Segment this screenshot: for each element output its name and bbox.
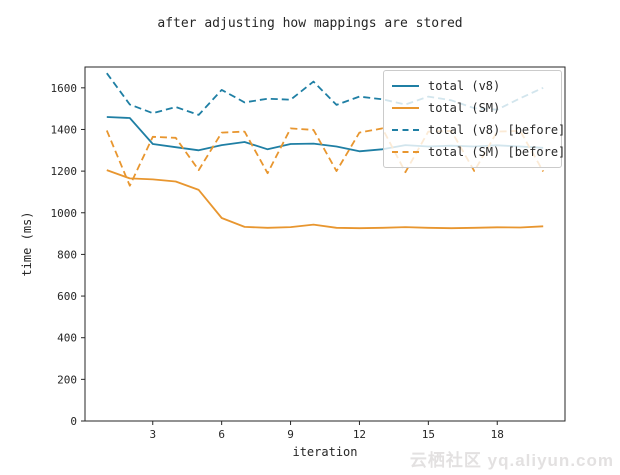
legend-label: total (SM) [428,101,501,115]
line-total-sm [106,169,544,230]
plot-border [84,66,566,422]
x-tick-label: 15 [422,428,435,441]
y-tick-label: 800 [57,248,77,261]
legend-label: total (v8) [before] [428,123,566,137]
x-tick-label: 18 [491,428,504,441]
y-tick-label: 0 [70,415,77,428]
legend-swatch-dashed-line-icon [392,129,419,131]
y-tick-label: 200 [57,373,77,386]
y-tick-label: 600 [57,290,77,303]
legend-swatch-dashed-line-icon [392,151,419,153]
legend-item-total-sm: total (SM) [392,99,553,117]
legend-label: total (v8) [428,79,501,93]
x-axis-label: iteration [292,445,357,459]
chart-legend: total (v8) total (SM) total (v8) [before] t… [383,70,565,168]
x-tick-label: 9 [287,428,294,441]
y-tick-label: 1000 [51,207,78,220]
legend-item-total-v8-before: total (v8) [before] [392,121,565,139]
y-tick-label: 400 [57,332,77,345]
legend-label: total (SM) [before] [428,145,566,159]
legend-swatch-solid-line-icon [392,107,419,109]
line-total-sm-before [105,127,544,187]
y-tick-label: 1600 [51,82,78,95]
legend-swatch-solid-line-icon [392,85,419,87]
x-tick-label: 6 [218,428,225,441]
y-axis-label: time (ms) [20,211,34,276]
y-tick-label: 1200 [51,165,78,178]
legend-item-total-sm-before: total (SM) [before] [392,143,565,161]
legend-item-total-v8: total (v8) [392,77,553,95]
y-tick-label: 1400 [51,123,78,136]
x-tick-label: 12 [353,428,366,441]
axes-group: 0 200 400 600 800 1000 1200 1400 1600 3 6 9 12 15 18 [51,66,566,441]
watermark: 云栖社区 yq.aliyun.com [409,451,614,470]
x-tick-label: 3 [149,428,156,441]
chart-title: after adjusting how mappings are stored [157,16,463,31]
